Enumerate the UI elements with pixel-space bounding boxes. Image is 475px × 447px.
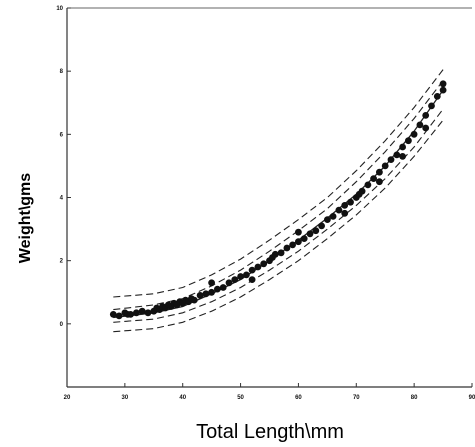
prediction-upper-curve [113,69,444,298]
data-point [208,279,216,287]
y-axis-ticks: 0 2 4 6 8 10 [56,6,71,328]
data-point [376,178,383,186]
data-point [428,102,435,110]
data-point [115,312,123,320]
data-point [271,250,279,258]
data-point [341,202,349,209]
data-point [393,151,401,159]
x-tick-label: 60 [295,395,302,401]
data-point [306,230,314,238]
fit-curve-line [113,89,444,319]
x-tick-label: 90 [469,395,475,401]
data-point [295,238,302,246]
data-point [208,288,216,296]
y-tick-label: 8 [60,69,64,75]
data-point [335,206,343,214]
data-point [248,276,256,283]
data-point [387,156,395,164]
data-point [329,213,337,220]
data-point [416,121,424,129]
data-point [133,309,140,317]
data-point [260,260,268,268]
prediction-lower-curve [113,119,444,333]
y-tick-label: 4 [60,196,64,202]
x-tick-label: 80 [411,395,418,401]
data-point [347,198,354,206]
data-point [364,181,372,189]
x-tick-label: 30 [122,395,129,401]
x-tick-label: 20 [64,395,71,401]
data-point [196,292,204,299]
data-point [433,93,441,100]
x-tick-label: 70 [353,395,360,401]
band-curves [113,69,444,333]
data-point [109,311,117,318]
y-tick-label: 6 [60,132,64,138]
x-tick-label: 40 [179,395,186,401]
data-point [399,143,406,151]
data-point [214,285,221,293]
data-point [283,244,291,252]
data-point [190,296,198,304]
data-point [370,175,377,183]
y-tick-label: 10 [56,6,63,12]
data-points [109,80,447,320]
y-axis-title: Weight\gms [17,173,34,263]
data-point [254,263,262,271]
x-tick-label: 50 [237,395,244,401]
data-point [399,153,406,160]
data-point [439,80,447,88]
data-point [127,311,134,318]
data-point [358,187,366,195]
data-point [318,222,325,230]
data-point [219,284,227,291]
data-point [225,279,233,287]
data-point [341,209,349,217]
data-point [144,309,152,317]
data-point [300,235,308,243]
data-point [422,124,430,132]
data-point [243,271,250,279]
confidence-lower-curve [113,108,444,323]
data-point [289,241,296,249]
x-axis-title: Total Length\mm [196,421,344,443]
data-point [277,249,285,257]
y-tick-label: 2 [60,259,64,265]
data-point [410,130,418,138]
data-point [324,216,331,224]
data-point [422,112,430,119]
data-point [248,266,256,274]
data-point [237,273,245,280]
data-point [312,227,320,235]
data-point [138,307,146,315]
fit-curve [113,89,444,319]
data-point [381,162,389,170]
y-tick-label: 0 [60,322,64,328]
x-axis-ticks: 20 30 40 50 60 70 80 90 [64,383,475,401]
data-point [231,276,239,283]
data-point [295,228,302,236]
data-point [376,168,383,176]
confidence-upper-curve [113,80,444,311]
data-point [202,290,210,298]
data-point [405,137,412,145]
data-point [439,86,447,94]
